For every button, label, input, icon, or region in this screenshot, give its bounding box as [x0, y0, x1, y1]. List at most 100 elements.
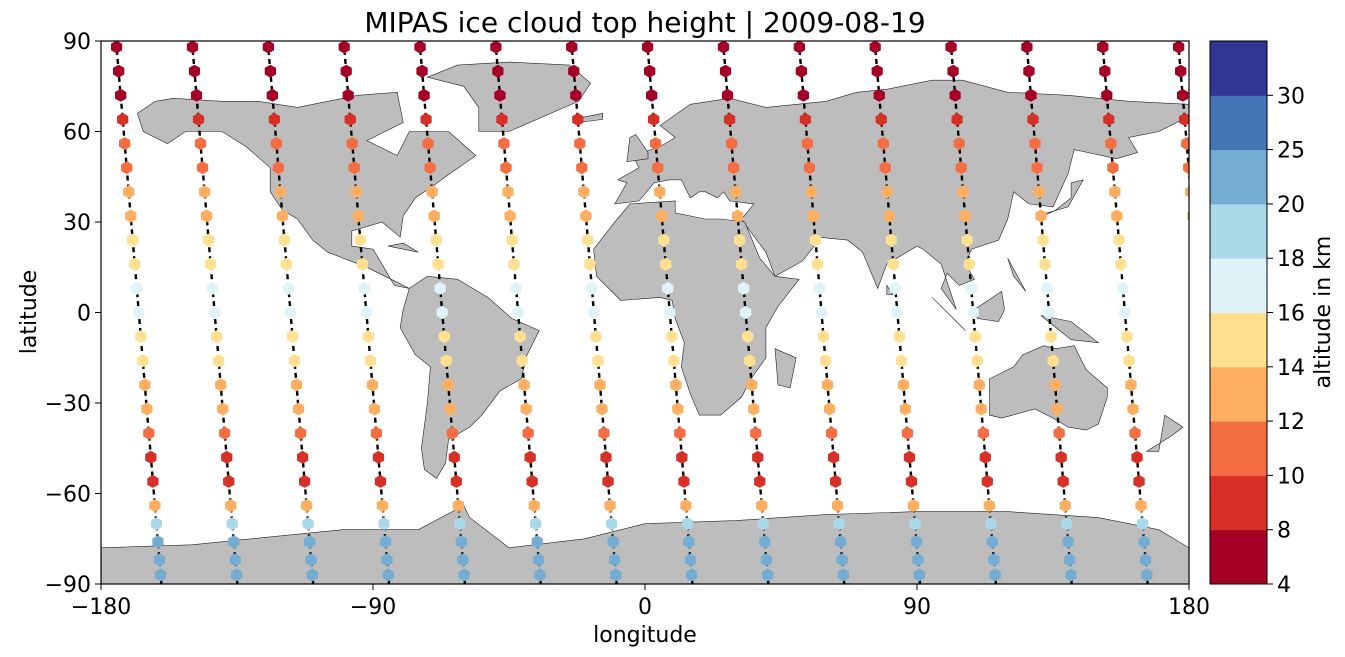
cloud-marker — [1179, 112, 1189, 126]
cloud-marker — [717, 41, 730, 54]
cloud-marker — [949, 88, 961, 102]
cloud-marker — [883, 209, 895, 223]
cloud-marker — [568, 64, 580, 78]
cloud-marker — [379, 535, 392, 549]
cloud-marker — [198, 185, 211, 199]
cloud-marker — [274, 185, 286, 199]
cloud-marker — [602, 474, 614, 488]
cloud-marker — [450, 474, 462, 488]
cloud-marker — [135, 330, 147, 344]
cloud-marker — [1129, 426, 1141, 440]
colorbar-segment — [1210, 41, 1267, 96]
cloud-marker — [226, 517, 238, 531]
cloud-marker — [1127, 402, 1139, 416]
cloud-marker — [660, 257, 672, 271]
cloud-marker — [973, 378, 985, 392]
cloud-marker — [912, 553, 924, 567]
cloud-marker — [436, 306, 448, 319]
cloud-marker — [746, 378, 758, 392]
cloud-marker — [1189, 234, 1200, 247]
cloud-marker — [430, 233, 442, 247]
cloud-markers — [111, 41, 1200, 582]
cloud-marker — [219, 426, 231, 440]
landmass — [1037, 179, 1084, 220]
cloud-marker — [910, 535, 923, 549]
cloud-marker — [422, 137, 434, 151]
cloud-marker — [143, 426, 155, 440]
landmass — [1145, 414, 1184, 452]
cloud-marker — [209, 306, 221, 319]
cloud-marker — [426, 185, 438, 199]
cloud-marker — [1133, 474, 1145, 488]
cloud-marker — [356, 257, 368, 271]
colorbar-segment — [1210, 366, 1267, 422]
cloud-marker — [368, 402, 380, 416]
cloud-marker — [642, 41, 654, 54]
cloud-marker — [1049, 378, 1061, 392]
cloud-marker — [732, 209, 744, 223]
cloud-marker — [282, 281, 295, 295]
cloud-marker — [1045, 330, 1057, 344]
cloud-marker — [881, 185, 893, 199]
cloud-marker — [654, 185, 666, 199]
colorbar-tick-label: 30 — [1277, 84, 1305, 109]
y-tick-label: −60 — [45, 483, 91, 508]
cloud-marker — [278, 233, 291, 247]
cloud-marker — [605, 517, 618, 531]
cloud-marker — [580, 209, 592, 223]
cloud-marker — [598, 426, 610, 440]
x-tick-label: 90 — [903, 595, 931, 620]
cloud-marker — [1099, 64, 1111, 78]
landmass — [1040, 315, 1100, 344]
cloud-marker — [266, 88, 278, 102]
cloud-marker — [418, 88, 430, 102]
landmass — [931, 297, 966, 331]
cloud-marker — [1175, 64, 1187, 78]
x-axis: −180 −90 0 90 180 — [71, 584, 1210, 620]
cloud-marker — [600, 450, 612, 464]
cloud-marker — [190, 88, 203, 102]
cloud-marker — [683, 535, 695, 549]
cloud-marker — [1183, 161, 1189, 175]
cloud-marker — [362, 330, 374, 344]
cloud-marker — [836, 553, 848, 567]
cloud-marker — [1185, 186, 1189, 198]
cloud-marker — [205, 257, 217, 271]
colorbar-segment — [1210, 312, 1267, 368]
cloud-marker — [141, 402, 153, 416]
cloud-marker — [299, 474, 311, 488]
cloud-marker — [801, 137, 813, 151]
cloud-marker — [752, 450, 764, 464]
cloud-marker — [1033, 185, 1045, 199]
cloud-marker — [963, 257, 975, 271]
cloud-marker — [305, 553, 317, 567]
cloud-marker — [670, 378, 682, 392]
cloud-marker — [518, 378, 530, 392]
cloud-marker — [586, 281, 598, 295]
colorbar: 4 8 10 12 14 16 18 20 25 30 — [1209, 40, 1305, 598]
cloud-marker — [196, 161, 209, 175]
cloud-marker — [584, 257, 596, 271]
cloud-marker — [382, 568, 394, 582]
cloud-marker — [895, 354, 907, 368]
world-map — [101, 61, 1189, 584]
cloud-marker — [975, 402, 987, 416]
cloud-marker — [292, 402, 305, 416]
cloud-marker — [446, 426, 458, 440]
cloud-marker — [111, 41, 123, 54]
cloud-marker — [1061, 517, 1073, 531]
cloud-marker — [1105, 137, 1117, 151]
cloud-marker — [264, 64, 276, 78]
cloud-marker — [760, 553, 772, 567]
cloud-marker — [372, 450, 385, 464]
cloud-marker — [366, 378, 378, 392]
landmass — [399, 275, 540, 479]
cloud-marker — [668, 354, 680, 368]
cloud-marker — [574, 137, 586, 151]
cloud-marker — [512, 306, 524, 319]
cloud-marker — [378, 517, 390, 531]
cloud-marker — [262, 41, 274, 54]
cloud-marker — [1111, 209, 1123, 223]
cloud-marker — [1057, 474, 1069, 488]
colorbar-segment — [1210, 95, 1267, 151]
